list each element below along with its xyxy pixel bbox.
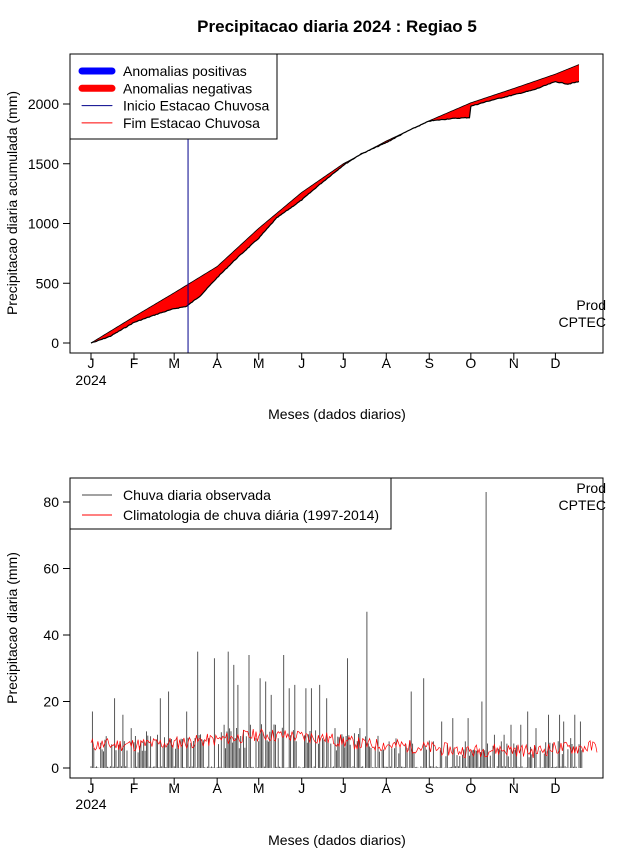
legend-label: Chuva diaria observada xyxy=(123,487,271,503)
observed-daily-rain-bars xyxy=(90,492,583,768)
legend: Chuva diaria observada Climatologia de ch… xyxy=(69,477,392,530)
x-tick-label: J xyxy=(298,355,305,371)
x-tick-label: M xyxy=(168,780,180,796)
x-tick-label: N xyxy=(509,780,519,796)
y-tick-label: 0 xyxy=(51,760,59,776)
watermark-line2: CPTEC xyxy=(559,314,606,330)
cumulative-precipitation-panel: J F M A M J J A S O N D 0 500 1000 1500 2000 Precipitaca… xyxy=(4,53,606,422)
anomaly-area-layer xyxy=(91,64,579,343)
x-tick-label: M xyxy=(168,355,180,371)
axes-layer: J F M A M J J A S O N D 0 500 1000 1500 2000 xyxy=(28,96,597,371)
watermark-line1: Prod xyxy=(576,297,606,313)
y-tick-label: 0 xyxy=(51,335,59,351)
y-tick-label: 2000 xyxy=(28,96,59,112)
y-tick-label: 40 xyxy=(43,627,59,643)
legend-label: Fim Estacao Chuvosa xyxy=(123,115,260,131)
x-axis-label: Meses (dados diarios) xyxy=(268,406,406,422)
x-tick-label: D xyxy=(550,780,560,796)
x-tick-label: J xyxy=(340,355,347,371)
y-tick-label: 20 xyxy=(43,694,59,710)
x-tick-label: O xyxy=(465,355,476,371)
x-tick-label: A xyxy=(382,355,392,371)
y-axis-label: Precipitacao diaria acumulada (mm) xyxy=(4,91,20,315)
x-tick-label: F xyxy=(130,355,139,371)
x-tick-label: J xyxy=(298,780,305,796)
negative-anomaly-area xyxy=(91,64,579,343)
x-tick-label: J xyxy=(88,780,95,796)
legend-label: Anomalias positivas xyxy=(123,63,247,79)
x-tick-label: A xyxy=(382,780,392,796)
year-label: 2024 xyxy=(75,796,106,812)
y-axis-label: Precipitacao diaria (mm) xyxy=(4,552,20,704)
daily-precipitation-panel: J F M A M J J A S O N D 0 20 40 60 80 Precipitacao diari… xyxy=(4,477,606,848)
climatology-daily-line xyxy=(90,728,598,758)
year-label: 2024 xyxy=(75,372,106,388)
x-tick-label: N xyxy=(509,355,519,371)
x-tick-label: O xyxy=(465,780,476,796)
climatology-cumulative-line xyxy=(90,64,580,344)
daily-series-layer xyxy=(90,492,598,768)
axes-layer: J F M A M J J A S O N D 0 20 40 60 80 xyxy=(43,494,597,796)
x-tick-label: J xyxy=(88,355,95,371)
x-tick-label: A xyxy=(212,355,222,371)
legend-label: Anomalias negativas xyxy=(123,80,252,96)
x-tick-label: M xyxy=(253,780,265,796)
legend-box xyxy=(69,477,392,530)
x-tick-label: S xyxy=(425,780,434,796)
y-tick-label: 1000 xyxy=(28,216,59,232)
y-tick-label: 60 xyxy=(43,561,59,577)
watermark-line2: CPTEC xyxy=(559,497,606,513)
x-tick-label: D xyxy=(550,355,560,371)
y-tick-label: 80 xyxy=(43,494,59,510)
legend-label: Climatologia de chuva diária (1997-2014) xyxy=(123,507,379,523)
y-tick-label: 1500 xyxy=(28,156,59,172)
watermark-line1: Prod xyxy=(576,480,606,496)
chart-title: Precipitacao diaria 2024 : Regiao 5 xyxy=(197,17,477,36)
x-tick-label: J xyxy=(340,780,347,796)
x-axis-label: Meses (dados diarios) xyxy=(268,832,406,848)
x-tick-label: A xyxy=(212,780,222,796)
x-tick-label: F xyxy=(130,780,139,796)
observed-cumulative-line xyxy=(90,80,580,344)
x-tick-label: M xyxy=(253,355,265,371)
legend-label: Inicio Estacao Chuvosa xyxy=(123,98,270,114)
x-tick-label: S xyxy=(425,355,434,371)
y-tick-label: 500 xyxy=(36,275,60,291)
